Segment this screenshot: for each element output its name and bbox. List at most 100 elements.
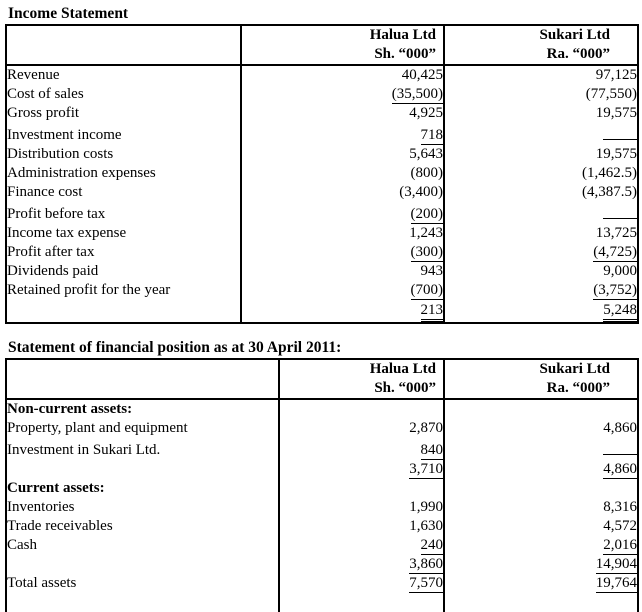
halua-value: 1,990 [409, 499, 443, 515]
sukari-value-cell: (77,550) [443, 85, 638, 104]
halua-value: (800) [410, 165, 444, 181]
header-row: Halua Ltd Sh. “000” Sukari Ltd Ra. “000” [6, 25, 638, 66]
halua-value: (700) [410, 282, 443, 300]
table-row [6, 593, 638, 612]
sukari-value-cell: 8,316 [443, 498, 638, 517]
halua-value-cell: 840 [278, 438, 444, 460]
sukari-value: 9,000 [603, 263, 637, 279]
row-label: Total assets [7, 575, 77, 591]
row-label-cell: Non-current assets: [6, 399, 279, 419]
sukari-value-cell [443, 593, 638, 612]
table-row: Property, plant and equipment 2,870 4,86… [6, 419, 638, 438]
row-label-cell: Investment income [6, 123, 241, 145]
halua-value: 40,425 [401, 67, 443, 83]
halua-value-cell [278, 479, 444, 498]
sukari-value: (3,752) [593, 282, 637, 300]
sukari-value-cell: 4,572 [443, 517, 638, 536]
halua-value-cell: (800) [240, 164, 444, 183]
halua-value-cell [278, 399, 444, 419]
row-label: Property, plant and equipment [7, 420, 188, 436]
halua-value: 1,630 [409, 518, 443, 534]
halua-value: 1,243 [409, 225, 443, 241]
row-label: Profit after tax [7, 244, 95, 260]
table-row: Cash 240 2,016 [6, 536, 638, 555]
column-header-halua: Halua Ltd Sh. “000” [278, 359, 444, 400]
row-label-cell: Cost of sales [6, 85, 241, 104]
row-label: Cash [7, 537, 37, 553]
currency-subheader-sukari: Ra. “000” [546, 380, 610, 396]
table-row: Retained profit for the year (700) (3,75… [6, 281, 638, 300]
sukari-value-cell: 14,904 [443, 555, 638, 574]
table-row: Non-current assets: [6, 399, 638, 419]
halua-value: 7,570 [409, 575, 443, 593]
row-label: Administration expenses [7, 165, 156, 181]
halua-value: 2,870 [409, 420, 443, 436]
halua-value-cell: 1,990 [278, 498, 444, 517]
row-label-cell: Revenue [6, 65, 241, 85]
sukari-value: 19,575 [595, 146, 637, 162]
sukari-value-cell [443, 202, 638, 224]
row-label: Dividends paid [7, 263, 99, 279]
halua-value-cell: (300) [240, 243, 444, 262]
row-label-cell: Cash [6, 536, 279, 555]
sukari-value-cell: 19,575 [443, 145, 638, 164]
sukari-value: (1,462.5) [582, 165, 637, 181]
halua-value: 5,643 [409, 146, 443, 162]
sukari-value: 19,764 [595, 575, 637, 593]
sukari-value-cell: 13,725 [443, 224, 638, 243]
sukari-value-cell: (3,752) [443, 281, 638, 300]
sukari-value-cell: (4,387.5) [443, 183, 638, 202]
table-row: Administration expenses (800) (1,462.5) [6, 164, 638, 183]
empty-header-cell [6, 25, 241, 66]
row-label-cell [6, 593, 279, 612]
company-name-sukari: Sukari Ltd [539, 361, 610, 377]
company-name-sukari: Sukari Ltd [539, 27, 610, 43]
sukari-value: 2,016 [603, 537, 637, 555]
halua-value-cell: 718 [240, 123, 444, 145]
halua-value-cell: 1,630 [278, 517, 444, 536]
company-name-halua: Halua Ltd [369, 27, 436, 43]
row-label-cell: Gross profit [6, 104, 241, 123]
table-row: Investment in Sukari Ltd. 840 [6, 438, 638, 460]
sukari-value: (4,387.5) [582, 184, 637, 200]
halua-value: 718 [420, 127, 443, 145]
row-label-cell [6, 300, 241, 323]
column-header-sukari: Sukari Ltd Ra. “000” [443, 25, 638, 66]
halua-value-cell: 2,870 [278, 419, 444, 438]
halua-value: 840 [420, 442, 443, 460]
financial-position-table: Halua Ltd Sh. “000” Sukari Ltd Ra. “000”… [5, 358, 639, 612]
sukari-value-cell [443, 438, 638, 460]
table-row: Investment income 718 [6, 123, 638, 145]
sukari-value: 97,125 [595, 67, 637, 83]
sukari-value-cell: 19,575 [443, 104, 638, 123]
income-statement-body: Revenue 40,425 97,125 Cost of sales (35,… [6, 65, 638, 323]
sukari-value-cell: 4,860 [443, 419, 638, 438]
row-label-cell: Administration expenses [6, 164, 241, 183]
table-row: 213 5,248 [6, 300, 638, 323]
header-row: Halua Ltd Sh. “000” Sukari Ltd Ra. “000” [6, 359, 638, 400]
row-label: Investment income [7, 127, 122, 143]
row-label-cell: Property, plant and equipment [6, 419, 279, 438]
halua-value: (3,400) [399, 184, 443, 200]
row-label: Revenue [7, 67, 60, 83]
column-header-sukari: Sukari Ltd Ra. “000” [443, 359, 638, 400]
table-row: Distribution costs 5,643 19,575 [6, 145, 638, 164]
halua-value-cell: (35,500) [240, 85, 444, 104]
halua-value-cell: 4,925 [240, 104, 444, 123]
halua-value-cell: (200) [240, 202, 444, 224]
sukari-value: (77,550) [585, 86, 637, 102]
row-label: Cost of sales [7, 86, 84, 102]
row-label-cell: Trade receivables [6, 517, 279, 536]
company-name-halua: Halua Ltd [369, 361, 436, 377]
blank-total-line [603, 124, 637, 140]
sukari-value: 5,248 [603, 302, 637, 322]
empty-header-cell [6, 359, 279, 400]
row-label-cell: Current assets: [6, 479, 279, 498]
row-label-cell: Dividends paid [6, 262, 241, 281]
halua-value-cell: (3,400) [240, 183, 444, 202]
halua-value-cell: 3,710 [278, 460, 444, 479]
row-label-cell: Investment in Sukari Ltd. [6, 438, 279, 460]
sukari-value-cell [443, 123, 638, 145]
row-label: Gross profit [7, 105, 80, 121]
